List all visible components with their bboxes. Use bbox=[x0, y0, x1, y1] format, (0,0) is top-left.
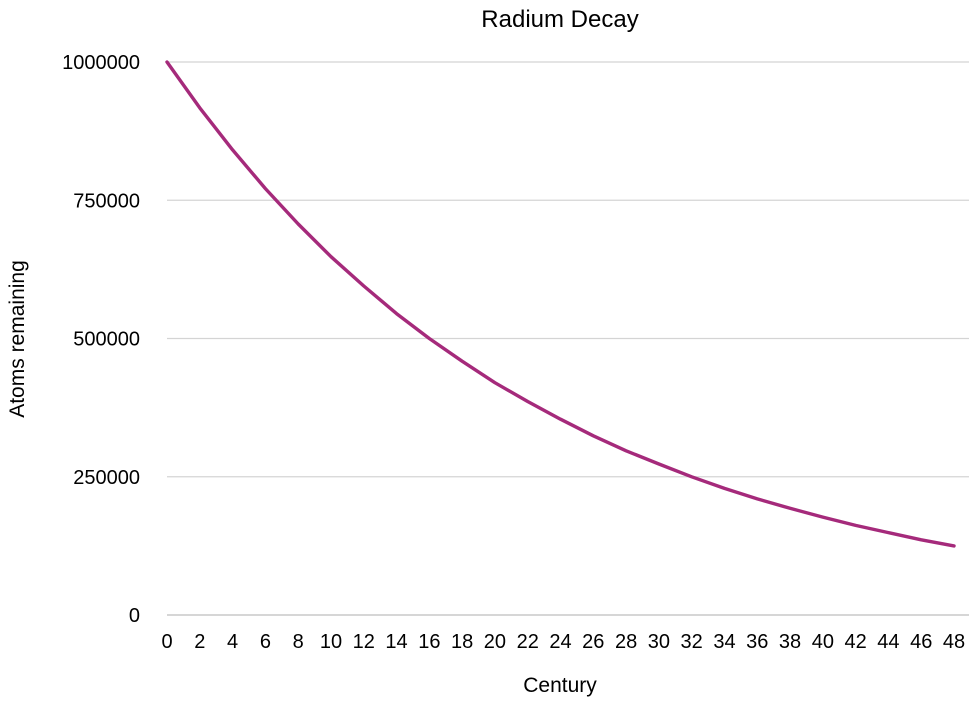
x-tick-label: 8 bbox=[293, 631, 304, 653]
x-tick-label: 2 bbox=[194, 631, 205, 653]
x-tick-label: 16 bbox=[418, 631, 440, 653]
gridlines bbox=[167, 61, 969, 616]
series-line bbox=[165, 60, 956, 548]
x-axis-title: Century bbox=[523, 674, 597, 697]
x-tick-label: 46 bbox=[910, 631, 932, 653]
x-tick-label: 26 bbox=[582, 631, 604, 653]
x-tick-labels: 0 2 4 6 8 10 12 14 16 18 20 22 24 26 28 30 32 34 36 38 40 42 4… bbox=[161, 631, 965, 653]
x-tick-label: 38 bbox=[779, 631, 801, 653]
x-tick-label: 44 bbox=[877, 631, 899, 653]
x-tick-label: 30 bbox=[648, 631, 670, 653]
x-tick-label: 18 bbox=[451, 631, 473, 653]
x-tick-label: 36 bbox=[746, 631, 768, 653]
x-tick-label: 10 bbox=[320, 631, 342, 653]
x-tick-label: 12 bbox=[353, 631, 375, 653]
x-tick-label: 20 bbox=[484, 631, 506, 653]
x-tick-label: 24 bbox=[549, 631, 571, 653]
x-tick-label: 0 bbox=[161, 631, 172, 653]
chart-title: Radium Decay bbox=[481, 6, 638, 33]
y-tick-label: 750000 bbox=[73, 190, 140, 212]
y-tick-label: 500000 bbox=[73, 329, 140, 351]
x-tick-label: 48 bbox=[943, 631, 965, 653]
y-axis-title: Atoms remaining bbox=[6, 260, 29, 418]
y-tick-label: 1000000 bbox=[62, 52, 140, 74]
y-tick-labels: 0 250000 500000 750000 1000000 bbox=[62, 52, 140, 627]
x-tick-label: 34 bbox=[713, 631, 735, 653]
x-tick-label: 4 bbox=[227, 631, 238, 653]
x-tick-label: 22 bbox=[517, 631, 539, 653]
y-tick-label: 250000 bbox=[73, 467, 140, 489]
x-tick-label: 32 bbox=[681, 631, 703, 653]
x-tick-label: 40 bbox=[812, 631, 834, 653]
x-tick-label: 6 bbox=[260, 631, 271, 653]
y-tick-label: 0 bbox=[129, 605, 140, 627]
series-layer bbox=[165, 60, 956, 548]
x-tick-label: 42 bbox=[845, 631, 867, 653]
x-tick-label: 14 bbox=[385, 631, 407, 653]
x-tick-label: 28 bbox=[615, 631, 637, 653]
